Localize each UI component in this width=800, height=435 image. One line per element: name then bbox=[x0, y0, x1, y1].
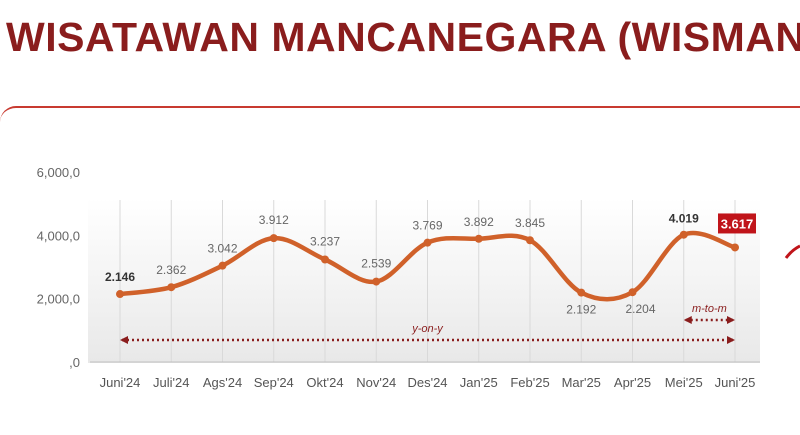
data-label: 3.912 bbox=[259, 213, 289, 227]
data-point bbox=[321, 255, 329, 264]
data-point bbox=[423, 238, 432, 247]
header-divider bbox=[0, 106, 800, 148]
data-label: 3.892 bbox=[464, 215, 494, 229]
y-tick-label: 6,000,0 bbox=[37, 165, 80, 180]
data-point bbox=[731, 243, 739, 252]
data-label: 2.539 bbox=[361, 257, 391, 271]
data-point bbox=[628, 288, 637, 297]
data-label: 4.019 bbox=[669, 212, 699, 226]
data-point bbox=[167, 283, 176, 292]
annotation-label: y-on-y bbox=[411, 323, 444, 335]
data-label: 2.362 bbox=[156, 263, 186, 277]
series-wisman bbox=[116, 230, 739, 302]
annotation-label: m-to-m bbox=[692, 303, 727, 315]
x-tick-label: Feb'25 bbox=[510, 375, 549, 390]
data-label: 3.769 bbox=[412, 219, 442, 233]
data-point bbox=[526, 236, 534, 245]
data-point bbox=[577, 288, 586, 297]
data-point bbox=[116, 290, 124, 299]
data-point bbox=[474, 234, 483, 243]
y-axis-tick-labels: ,0 2,000,0 4,000,0 6,000,0 bbox=[37, 165, 80, 370]
data-label: 2.204 bbox=[625, 302, 655, 316]
decorative-swoosh bbox=[784, 244, 800, 259]
x-tick-label: Juni'25 bbox=[715, 375, 756, 390]
data-point bbox=[269, 234, 278, 243]
x-tick-label: Ags'24 bbox=[203, 375, 242, 390]
x-tick-label: Apr'25 bbox=[614, 375, 651, 390]
data-label: 3.617 bbox=[721, 216, 754, 231]
x-tick-label: Juni'24 bbox=[100, 375, 141, 390]
y-tick-label: 2,000,0 bbox=[37, 292, 80, 307]
y-tick-label: ,0 bbox=[69, 355, 80, 370]
data-point bbox=[372, 277, 381, 286]
annotations: y-on-y m-to-m bbox=[120, 303, 735, 344]
x-axis-tick-labels: Juni'24 Juli'24 Ags'24 Sep'24 Okt'24 Nov'24 De… bbox=[100, 375, 756, 390]
data-label: 3.237 bbox=[310, 234, 340, 248]
y-tick-label: 4,000,0 bbox=[37, 228, 80, 243]
gridlines bbox=[90, 200, 760, 363]
x-tick-label: Mar'25 bbox=[562, 375, 601, 390]
page-title: WISATAWAN MANCANEGARA (WISMAN) bbox=[6, 14, 800, 60]
highlight-label-box bbox=[718, 213, 756, 234]
data-label: 2.192 bbox=[566, 303, 596, 317]
x-tick-label: Mei'25 bbox=[665, 375, 703, 390]
x-tick-label: Okt'24 bbox=[306, 375, 343, 390]
data-label: 2.146 bbox=[105, 270, 135, 284]
data-labels: 2.146 2.362 3.042 3.912 3.237 2.539 3.769 3.892… bbox=[105, 212, 756, 317]
data-label: 3.845 bbox=[515, 216, 545, 230]
data-label: 3.042 bbox=[207, 242, 237, 256]
x-tick-label: Jan'25 bbox=[460, 375, 498, 390]
x-tick-label: Nov'24 bbox=[356, 375, 396, 390]
x-tick-label: Juli'24 bbox=[153, 375, 189, 390]
x-tick-label: Sep'24 bbox=[254, 375, 294, 390]
x-tick-label: Des'24 bbox=[407, 375, 447, 390]
data-point bbox=[679, 230, 688, 239]
data-point bbox=[218, 261, 227, 270]
plot-background bbox=[88, 198, 760, 363]
